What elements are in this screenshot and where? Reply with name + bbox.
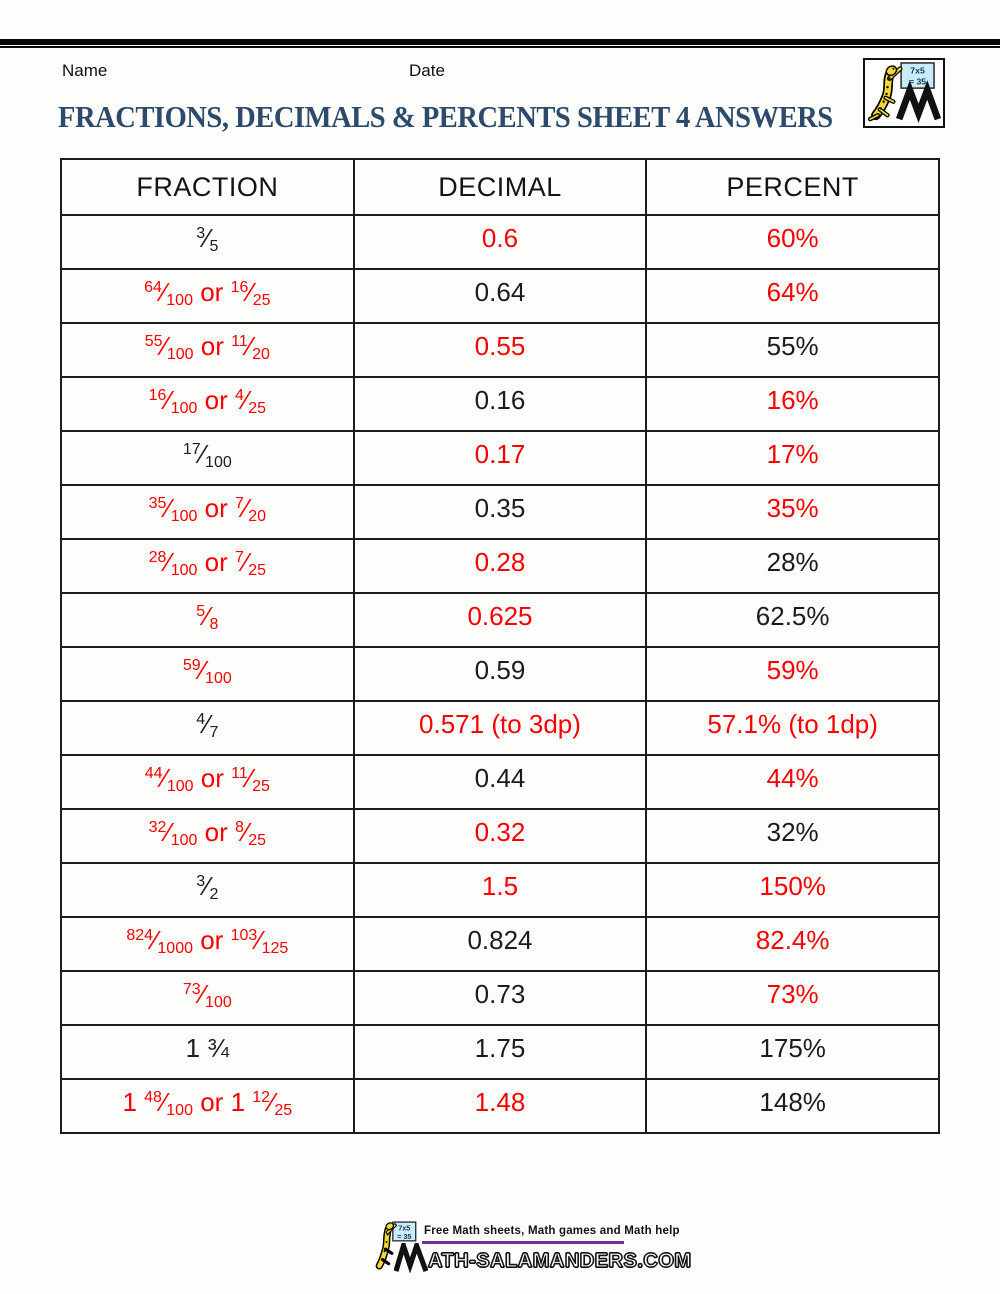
percent-cell: 64% (645, 268, 940, 324)
conversion-table: FRACTION DECIMAL PERCENT 3⁄5 0.6 60% 64⁄100… (60, 158, 940, 1134)
fraction-cell: 824⁄1000 or 103⁄125 (60, 916, 355, 972)
fraction-cell: 17⁄100 (60, 430, 355, 486)
table-header-row: FRACTION DECIMAL PERCENT (60, 158, 940, 216)
decimal-cell: 0.28 (352, 538, 648, 594)
table-row: 824⁄1000 or 103⁄125 0.824 82.4% (60, 916, 940, 972)
fraction-cell: 4⁄7 (60, 700, 355, 756)
table-row: 1 ¾ 1.75 175% (60, 1024, 940, 1080)
top-divider-thin (0, 46, 1000, 48)
percent-cell: 55% (645, 322, 940, 378)
table-row: 44⁄100 or 11⁄25 0.44 44% (60, 754, 940, 810)
date-label: Date (409, 61, 445, 80)
table-row: 64⁄100 or 16⁄25 0.64 64% (60, 268, 940, 324)
salamander-logo-graphic: 7x5 = 35 (867, 62, 942, 123)
decimal-cell: 1.48 (352, 1078, 648, 1134)
decimal-cell: 0.6 (352, 214, 648, 270)
decimal-cell: 0.625 (352, 592, 648, 648)
table-row: 4⁄7 0.571 (to 3dp) 57.1% (to 1dp) (60, 700, 940, 756)
percent-cell: 28% (645, 538, 940, 594)
board-text-line1: 7x5 (910, 66, 925, 76)
footer-brand: 7x5 = 35 Free Math sheets, Math games an… (374, 1218, 914, 1282)
math-board-icon (900, 62, 935, 89)
footer-salamander-body (375, 1222, 397, 1270)
decimal-cell: 0.16 (352, 376, 648, 432)
fraction-cell: 28⁄100 or 7⁄25 (60, 538, 355, 594)
top-divider-thick (0, 39, 1000, 45)
header-percent: PERCENT (645, 158, 940, 216)
percent-cell: 57.1% (to 1dp) (645, 700, 940, 756)
table-row: 3⁄5 0.6 60% (60, 214, 940, 270)
footer-tagline: Free Math sheets, Math games and Math he… (424, 1225, 680, 1237)
decimal-cell: 0.44 (352, 754, 648, 810)
wordmark-m-icon (394, 1243, 428, 1273)
percent-cell: 175% (645, 1024, 940, 1080)
table-row: 1 48⁄100 or 1 12⁄25 1.48 148% (60, 1078, 940, 1134)
decimal-cell: 0.55 (352, 322, 648, 378)
percent-cell: 73% (645, 970, 940, 1026)
salamander-icon (867, 65, 903, 122)
table-row: 59⁄100 0.59 59% (60, 646, 940, 702)
percent-cell: 150% (645, 862, 940, 918)
name-label: Name (62, 61, 108, 80)
footer-purple-rule (422, 1241, 624, 1244)
footer-salamander-icon: 7x5 = 35 (375, 1221, 417, 1270)
wordmark-text: ATH-SALAMANDERS.COM (427, 1249, 692, 1272)
decimal-cell: 0.571 (to 3dp) (352, 700, 648, 756)
page-title: FRACTIONS, DECIMALS & PERCENTS SHEET 4 A… (58, 99, 833, 134)
table-row: 35⁄100 or 7⁄20 0.35 35% (60, 484, 940, 540)
percent-cell: 59% (645, 646, 940, 702)
decimal-cell: 1.75 (352, 1024, 648, 1080)
fraction-cell: 35⁄100 or 7⁄20 (60, 484, 355, 540)
fraction-cell: 44⁄100 or 11⁄25 (60, 754, 355, 810)
percent-cell: 35% (645, 484, 940, 540)
board-text-line2: = 35 (909, 76, 926, 86)
decimal-cell: 0.32 (352, 808, 648, 864)
table-row: 5⁄8 0.625 62.5% (60, 592, 940, 648)
fraction-cell: 55⁄100 or 11⁄20 (60, 322, 355, 378)
percent-cell: 62.5% (645, 592, 940, 648)
conversion-table-body: 3⁄5 0.6 60% 64⁄100 or 16⁄25 0.64 64% 55⁄100 or… (60, 214, 940, 1134)
table-row: 16⁄100 or 4⁄25 0.16 16% (60, 376, 940, 432)
fraction-cell: 73⁄100 (60, 970, 355, 1026)
percent-cell: 17% (645, 430, 940, 486)
decimal-cell: 0.64 (352, 268, 648, 324)
percent-cell: 60% (645, 214, 940, 270)
footer-board-line2: = 35 (397, 1232, 411, 1241)
table-row: 28⁄100 or 7⁄25 0.28 28% (60, 538, 940, 594)
fraction-cell: 64⁄100 or 16⁄25 (60, 268, 355, 324)
fraction-cell: 3⁄2 (60, 862, 355, 918)
fraction-cell: 5⁄8 (60, 592, 355, 648)
fraction-cell: 3⁄5 (60, 214, 355, 270)
footer-board-icon (392, 1221, 417, 1242)
table-row: 73⁄100 0.73 73% (60, 970, 940, 1026)
percent-cell: 16% (645, 376, 940, 432)
table-row: 32⁄100 or 8⁄25 0.32 32% (60, 808, 940, 864)
fraction-cell: 1 48⁄100 or 1 12⁄25 (60, 1078, 355, 1134)
decimal-cell: 0.73 (352, 970, 648, 1026)
fraction-cell: 16⁄100 or 4⁄25 (60, 376, 355, 432)
footer-board-line1: 7x5 (398, 1223, 410, 1232)
header-fraction: FRACTION (60, 158, 355, 216)
fraction-cell: 1 ¾ (60, 1024, 355, 1080)
fraction-cell: 32⁄100 or 8⁄25 (60, 808, 355, 864)
decimal-cell: 0.59 (352, 646, 648, 702)
percent-cell: 148% (645, 1078, 940, 1134)
decimal-cell: 0.17 (352, 430, 648, 486)
decimal-cell: 0.35 (352, 484, 648, 540)
header-decimal: DECIMAL (352, 158, 648, 216)
decimal-cell: 1.5 (352, 862, 648, 918)
percent-cell: 82.4% (645, 916, 940, 972)
m-letter-icon (895, 80, 942, 123)
table-row: 3⁄2 1.5 150% (60, 862, 940, 918)
percent-cell: 44% (645, 754, 940, 810)
fraction-cell: 59⁄100 (60, 646, 355, 702)
percent-cell: 32% (645, 808, 940, 864)
table-row: 55⁄100 or 11⁄20 0.55 55% (60, 322, 940, 378)
decimal-cell: 0.824 (352, 916, 648, 972)
table-row: 17⁄100 0.17 17% (60, 430, 940, 486)
math-salamanders-logo: 7x5 = 35 (863, 58, 945, 128)
footer-wordmark: ATH-SALAMANDERS.COM (394, 1243, 692, 1273)
